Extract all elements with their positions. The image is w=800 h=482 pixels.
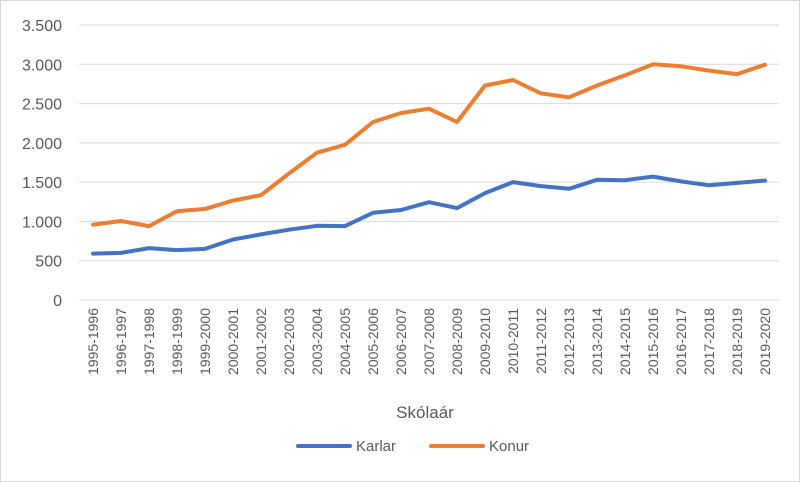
x-tick-label: 2004-2005 bbox=[337, 308, 353, 375]
y-tick-label: 2.000 bbox=[22, 136, 62, 153]
y-tick-label: 500 bbox=[35, 254, 62, 271]
series-line-karlar bbox=[91, 174, 767, 256]
y-tick-label: 0 bbox=[53, 293, 62, 310]
legend-label: Karlar bbox=[356, 438, 396, 455]
y-tick-label: 1.500 bbox=[22, 175, 62, 192]
x-tick-label: 2018-2019 bbox=[729, 308, 745, 375]
x-axis-title: Skólaár bbox=[396, 403, 454, 422]
x-tick-label: 2019-2020 bbox=[757, 308, 773, 375]
x-tick-label: 2006-2007 bbox=[393, 308, 409, 375]
x-tick-label: 2013-2014 bbox=[589, 308, 605, 375]
x-tick-label: 2015-2016 bbox=[645, 308, 661, 375]
x-tick-label: 2000-2001 bbox=[225, 308, 241, 375]
x-tick-label: 2017-2018 bbox=[701, 308, 717, 375]
x-tick-label: 2010-2011 bbox=[505, 308, 521, 374]
y-tick-label: 3.500 bbox=[22, 18, 62, 35]
x-tick-label: 2002-2003 bbox=[281, 308, 297, 375]
legend-label: Konur bbox=[489, 438, 529, 455]
x-tick-label: 1999-2000 bbox=[197, 308, 213, 375]
x-tick-label: 2009-2010 bbox=[477, 308, 493, 375]
x-tick-label: 1998-1999 bbox=[169, 308, 185, 375]
x-tick-label: 1996-1997 bbox=[113, 308, 129, 375]
y-tick-label: 1.000 bbox=[22, 214, 62, 231]
y-tick-label: 3.000 bbox=[22, 57, 62, 74]
x-tick-label: 1997-1998 bbox=[141, 308, 157, 375]
series-line-konur bbox=[91, 62, 767, 229]
x-tick-label: 1995-1996 bbox=[85, 308, 101, 375]
x-tick-label: 2007-2008 bbox=[421, 308, 437, 375]
x-tick-label: 2014-2015 bbox=[617, 308, 633, 375]
x-tick-label: 2008-2009 bbox=[449, 308, 465, 375]
x-tick-label: 2001-2002 bbox=[253, 308, 269, 375]
x-tick-label: 2005-2006 bbox=[365, 308, 381, 375]
y-tick-label: 2.500 bbox=[22, 97, 62, 114]
x-tick-label: 2016-2017 bbox=[673, 308, 689, 375]
x-tick-label: 2011-2012 bbox=[533, 308, 549, 374]
x-tick-label: 2012-2013 bbox=[561, 308, 577, 375]
x-tick-label: 2003-2004 bbox=[309, 308, 325, 375]
